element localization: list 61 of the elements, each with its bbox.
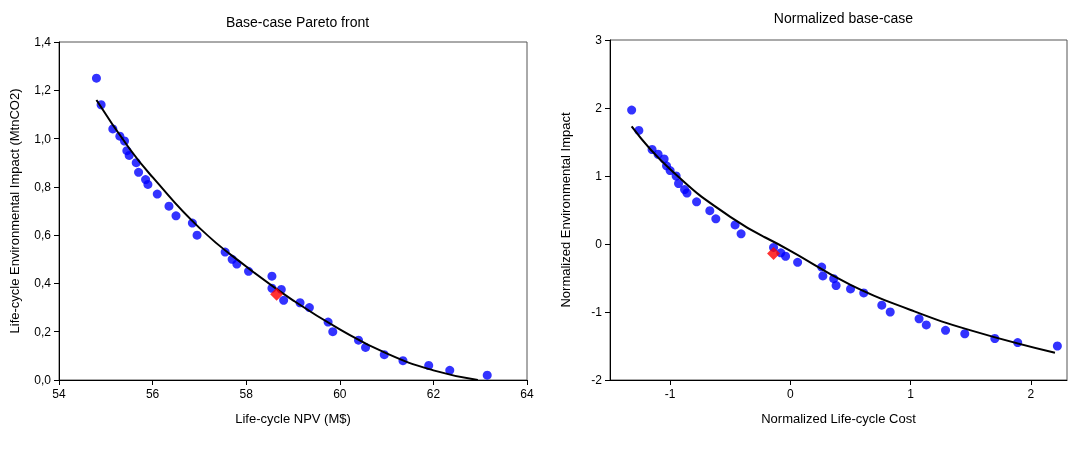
- point: [793, 257, 803, 267]
- x-tick-label: 62: [426, 387, 441, 401]
- point: [781, 251, 791, 261]
- point: [152, 189, 162, 199]
- y-tick-label: 1,0: [34, 131, 52, 146]
- point: [124, 150, 134, 160]
- point: [482, 370, 492, 380]
- point: [818, 271, 828, 281]
- point: [627, 105, 637, 115]
- point: [921, 320, 931, 330]
- point: [143, 179, 153, 189]
- point: [736, 229, 746, 239]
- point: [279, 295, 289, 305]
- y-tick-label: -2: [591, 373, 603, 387]
- point: [914, 314, 924, 324]
- x-axis-title: Life-cycle NPV (M$): [235, 411, 351, 426]
- point: [171, 211, 181, 221]
- x-axis-title: Normalized Life-cycle Cost: [761, 411, 917, 426]
- x-tick-label: 54: [52, 387, 66, 401]
- point: [877, 300, 887, 310]
- y-tick-label: 0,0: [34, 373, 52, 387]
- y-tick-label: 0,4: [34, 276, 52, 291]
- point: [328, 327, 338, 337]
- x-tick-label: 64: [520, 387, 534, 401]
- x-tick-label: -1: [664, 387, 676, 401]
- y-tick-label: 1,4: [34, 35, 52, 49]
- y-axis-title: Life-cycle Environmental Impact (MtnCO2): [7, 88, 22, 334]
- point: [705, 206, 715, 216]
- y-tick-label: 0,8: [34, 179, 52, 194]
- point: [767, 247, 781, 261]
- point: [674, 178, 684, 188]
- x-tick-label: 58: [239, 387, 254, 401]
- point: [711, 214, 721, 224]
- chart-title: Base-case Pareto front: [225, 14, 370, 30]
- y-tick-label: 0: [595, 237, 603, 251]
- point: [941, 325, 951, 335]
- point: [192, 230, 202, 240]
- y-tick-label: 3: [595, 33, 603, 47]
- chart-title: Normalized base-case: [773, 10, 914, 26]
- y-tick-label: 1: [595, 169, 603, 183]
- point: [960, 329, 970, 339]
- y-tick-label: 0,6: [34, 228, 52, 243]
- point: [270, 287, 284, 301]
- point: [1052, 341, 1062, 351]
- x-tick-label: 0: [787, 387, 795, 401]
- point: [692, 197, 702, 207]
- y-tick-label: 2: [595, 101, 603, 115]
- y-tick-label: -1: [591, 305, 603, 319]
- x-tick-label: 60: [333, 387, 347, 401]
- point: [831, 280, 841, 290]
- x-tick-label: 1: [907, 387, 915, 401]
- point: [885, 307, 895, 317]
- point: [91, 73, 101, 83]
- x-tick-label: 56: [145, 387, 160, 401]
- point: [134, 167, 144, 177]
- point: [267, 271, 277, 281]
- y-tick-label: 1,2: [34, 83, 52, 98]
- point: [164, 201, 174, 211]
- y-axis-title: Normalized Environmental Impact: [558, 112, 573, 308]
- y-tick-label: 0,2: [34, 324, 52, 339]
- x-tick-label: 2: [1027, 387, 1035, 401]
